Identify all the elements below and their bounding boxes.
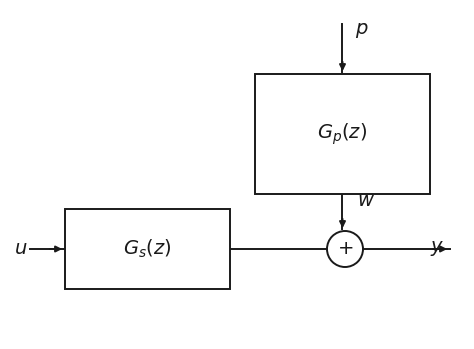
- Bar: [65, 209, 230, 289]
- Text: $G_p(z)$: $G_p(z)$: [318, 121, 367, 147]
- Text: $u$: $u$: [14, 239, 27, 259]
- Text: $+$: $+$: [337, 239, 353, 259]
- Text: $w$: $w$: [357, 192, 375, 210]
- Text: $p$: $p$: [355, 22, 369, 40]
- Circle shape: [327, 231, 363, 267]
- Text: $G_s(z)$: $G_s(z)$: [123, 238, 172, 260]
- Text: $y$: $y$: [430, 239, 444, 259]
- Bar: [255, 74, 430, 194]
